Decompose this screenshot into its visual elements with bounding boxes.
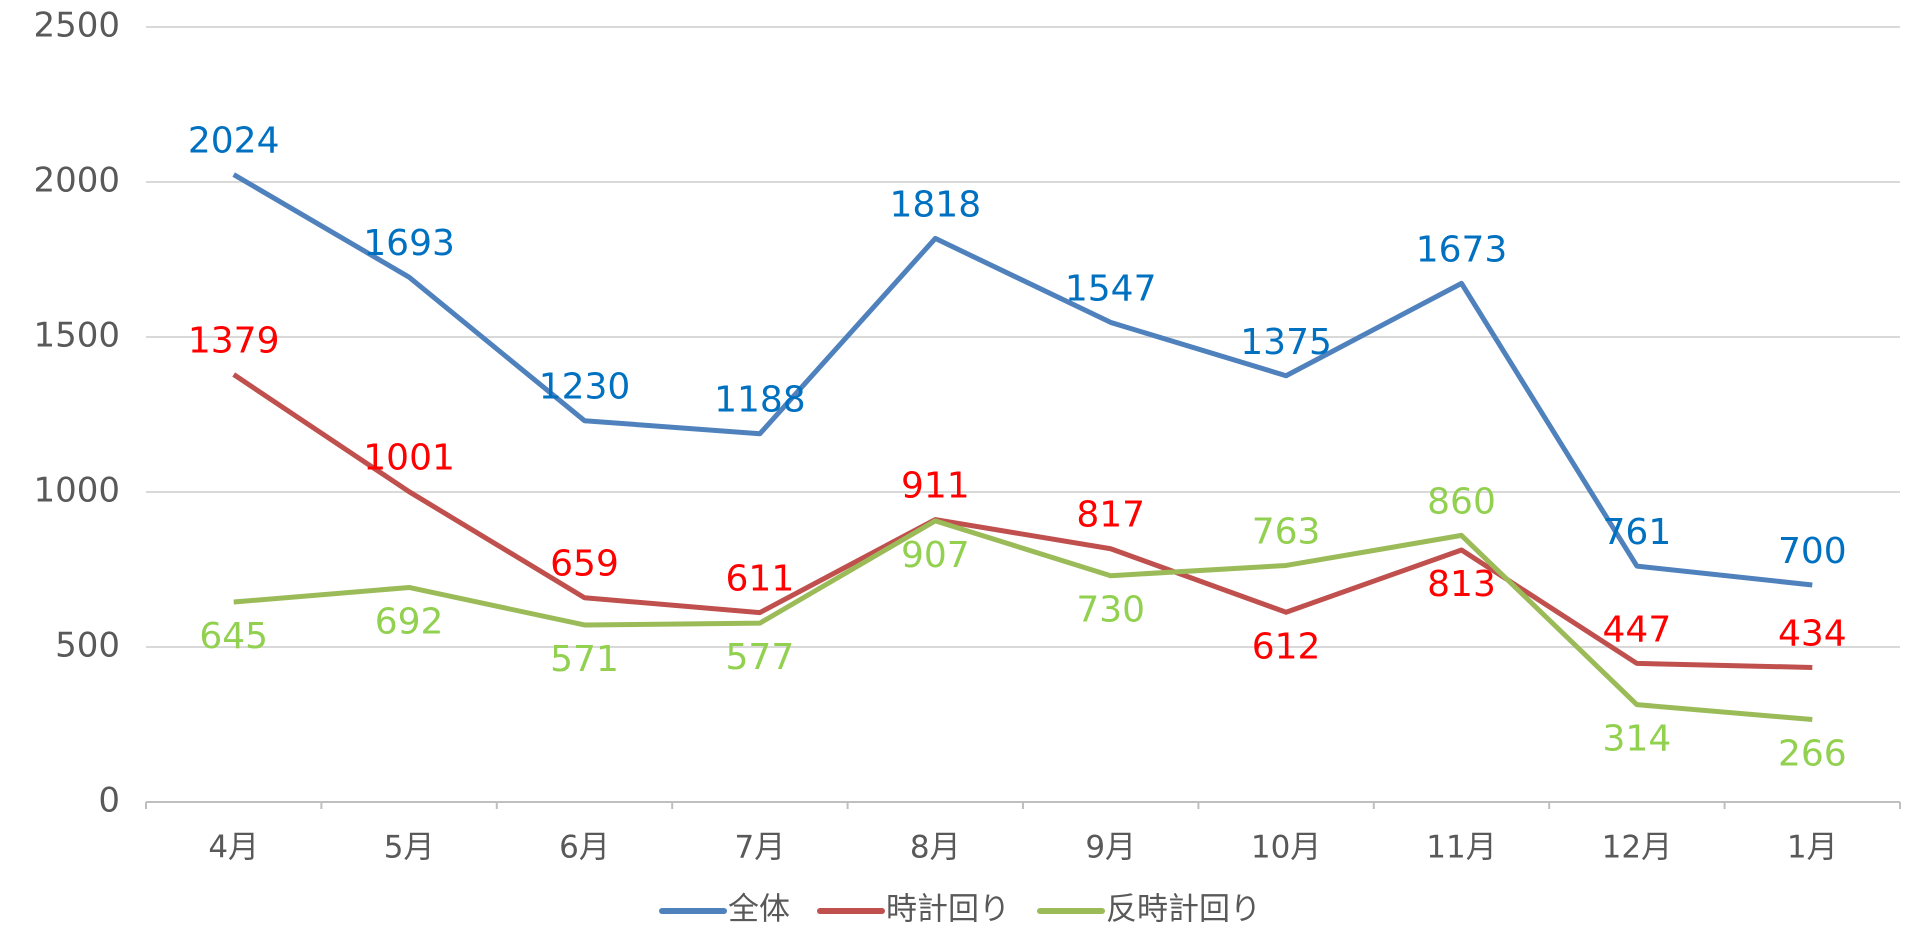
series-line	[232, 172, 1813, 588]
x-tick-label: 12月	[1602, 830, 1672, 866]
x-tick-label: 5月	[384, 830, 435, 866]
data-label: 314	[1603, 719, 1672, 760]
y-tick-label: 2500	[33, 6, 120, 46]
data-label: 1673	[1416, 229, 1508, 270]
y-tick-label: 0	[98, 781, 120, 821]
data-label: 1547	[1065, 268, 1157, 309]
data-label: 860	[1427, 481, 1496, 522]
data-label: 611	[726, 559, 795, 600]
x-tick-label: 1月	[1787, 830, 1838, 866]
x-tick-label: 8月	[910, 830, 961, 866]
series-line	[233, 518, 1813, 723]
data-label: 1379	[188, 321, 280, 362]
data-label: 612	[1252, 626, 1321, 667]
data-label: 911	[901, 466, 970, 507]
data-label: 266	[1778, 734, 1847, 775]
data-label: 700	[1778, 531, 1847, 572]
data-label: 434	[1778, 613, 1847, 654]
data-label: 1818	[889, 184, 981, 225]
data-label: 763	[1252, 511, 1321, 552]
data-label: 1375	[1240, 322, 1332, 363]
legend-label: 時計回り	[886, 892, 1010, 928]
y-tick-label: 2000	[33, 161, 120, 201]
y-tick-label: 1500	[33, 316, 120, 356]
data-label: 761	[1603, 512, 1672, 553]
data-label: 692	[375, 601, 444, 642]
data-label: 817	[1076, 495, 1145, 536]
y-tick-label: 500	[55, 626, 120, 666]
y-tick-label: 1000	[33, 471, 120, 511]
x-tick-label: 6月	[559, 830, 610, 866]
series-line	[232, 372, 1813, 670]
data-label: 659	[550, 544, 619, 585]
data-label: 907	[901, 535, 970, 576]
data-label: 447	[1603, 609, 1672, 650]
x-tick-label: 9月	[1085, 830, 1136, 866]
data-label: 571	[550, 639, 619, 680]
data-label: 1693	[363, 223, 455, 264]
x-tick-label: 7月	[735, 830, 786, 866]
legend-label: 反時計回り	[1106, 892, 1261, 928]
data-label: 1188	[714, 380, 806, 421]
x-tick-label: 11月	[1426, 830, 1496, 866]
x-tick-label: 4月	[208, 830, 259, 866]
x-tick-label: 10月	[1251, 830, 1321, 866]
data-label: 813	[1427, 564, 1496, 605]
data-label: 730	[1076, 590, 1145, 631]
data-label: 2024	[188, 121, 280, 162]
data-label: 645	[199, 616, 268, 657]
data-label: 1230	[539, 367, 631, 408]
data-label: 1001	[363, 438, 455, 479]
legend-label: 全体	[728, 892, 790, 928]
data-label: 577	[726, 637, 795, 678]
